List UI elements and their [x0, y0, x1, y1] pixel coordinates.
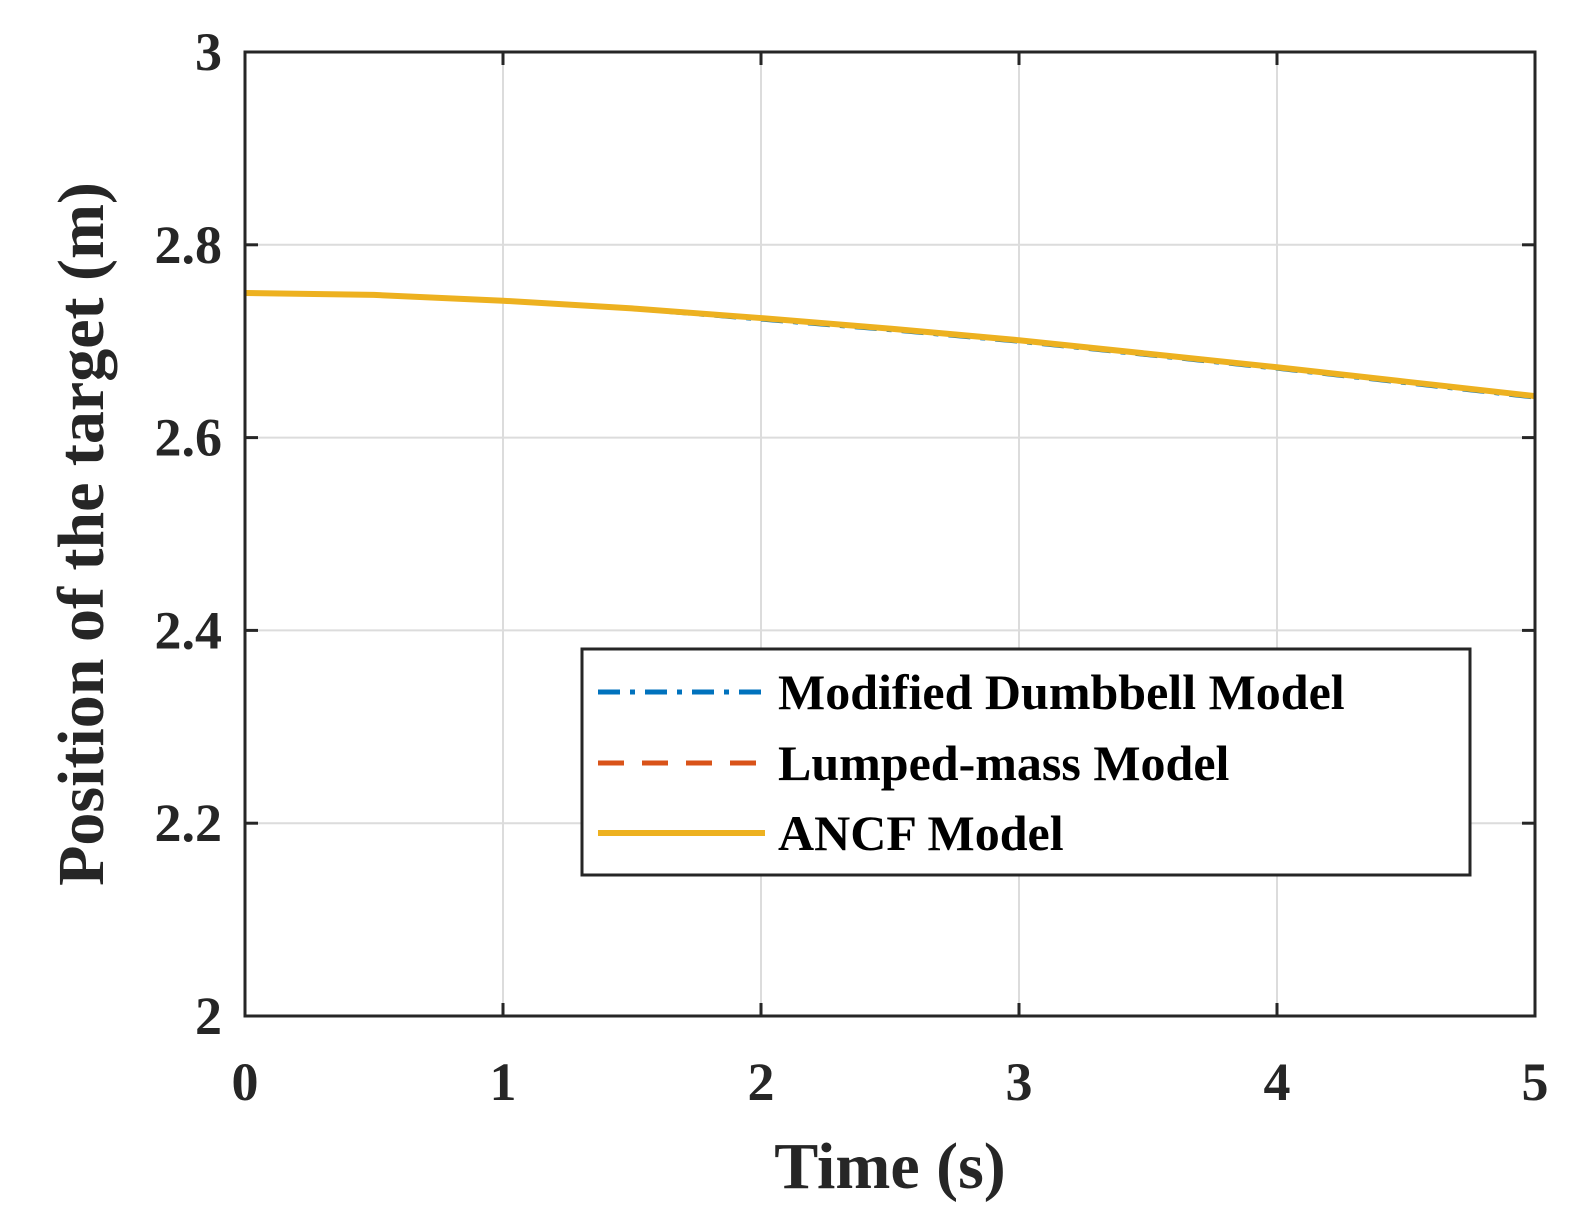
y-tick-label: 2.6 — [155, 408, 223, 468]
x-tick-label: 3 — [1006, 1052, 1033, 1112]
legend: Modified Dumbbell Model Lumped-mass Model… — [580, 647, 1472, 877]
y-tick-label: 2 — [195, 986, 222, 1046]
tick-marks — [243, 50, 1537, 1018]
y-tick-label: 2.8 — [155, 215, 223, 275]
x-tick-label: 0 — [232, 1052, 259, 1112]
series-line-2 — [244, 290, 1536, 400]
series-lines — [244, 290, 1536, 400]
x-tick-label: 1 — [490, 1052, 517, 1112]
x-tick-label: 5 — [1522, 1052, 1549, 1112]
y-tick-label: 2.2 — [155, 793, 223, 853]
x-tick-label: 4 — [1264, 1052, 1291, 1112]
legend-label-0: Modified Dumbbell Model — [778, 664, 1345, 720]
y-tick-label: 2.4 — [155, 600, 223, 660]
x-tick-label: 2 — [748, 1052, 775, 1112]
x-axis-label: Time (s) — [774, 1130, 1006, 1203]
y-axis-label: Position of the target (m) — [45, 182, 118, 886]
plot-frame — [243, 50, 1537, 1018]
y-tick-label: 3 — [195, 22, 222, 82]
legend-label-2: ANCF Model — [778, 805, 1064, 861]
tick-labels: 0 1 2 3 4 5 2 2.2 2.4 2.6 2.8 3 — [155, 22, 1549, 1112]
legend-label-1: Lumped-mass Model — [778, 735, 1230, 791]
